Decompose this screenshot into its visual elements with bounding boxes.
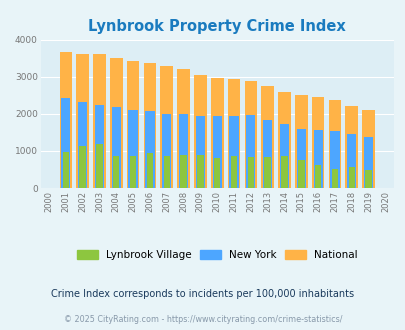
Bar (245, 115, 255, 188)
Bar (111, 107, 121, 188)
Bar (79, 146, 85, 188)
Bar (346, 134, 356, 188)
Bar (130, 156, 136, 188)
Text: © 2025 CityRating.com - https://www.cityrating.com/crime-statistics/: © 2025 CityRating.com - https://www.city… (64, 315, 341, 324)
Text: Crime Index corresponds to incidents per 100,000 inhabitants: Crime Index corresponds to incidents per… (51, 289, 354, 299)
Bar (145, 111, 154, 188)
Bar (213, 158, 220, 188)
Bar (93, 54, 106, 188)
Bar (160, 66, 173, 188)
Bar (78, 102, 87, 188)
Bar (180, 155, 186, 188)
Bar (143, 63, 156, 188)
Bar (348, 167, 354, 188)
Bar (262, 120, 272, 188)
Bar (330, 131, 339, 188)
Bar (314, 165, 320, 188)
Bar (247, 157, 254, 188)
Bar (195, 116, 205, 188)
Bar (194, 75, 206, 188)
Bar (279, 124, 288, 188)
Bar (277, 92, 290, 188)
Bar (76, 54, 89, 188)
Bar (95, 105, 104, 188)
Bar (212, 116, 221, 188)
Bar (62, 152, 69, 188)
Bar (281, 156, 287, 188)
Bar (163, 156, 170, 188)
Bar (261, 86, 273, 188)
Bar (244, 81, 256, 188)
Bar (361, 110, 374, 188)
Bar (61, 98, 70, 188)
Bar (146, 153, 153, 188)
Bar (227, 79, 240, 188)
Bar (179, 114, 188, 188)
Bar (162, 114, 171, 188)
Legend: Lynbrook Village, New York, National: Lynbrook Village, New York, National (73, 247, 360, 263)
Bar (296, 129, 305, 188)
Bar (313, 130, 322, 188)
Bar (128, 110, 137, 188)
Bar (60, 52, 72, 188)
Bar (364, 170, 371, 188)
Bar (328, 100, 341, 188)
Bar (96, 144, 102, 188)
Bar (229, 116, 238, 188)
Bar (113, 156, 119, 188)
Bar (331, 169, 337, 188)
Bar (363, 137, 372, 188)
Bar (230, 156, 237, 188)
Bar (311, 97, 324, 188)
Bar (177, 69, 190, 188)
Bar (210, 78, 223, 188)
Bar (345, 106, 357, 188)
Title: Lynbrook Property Crime Index: Lynbrook Property Crime Index (88, 19, 345, 34)
Bar (297, 160, 304, 188)
Bar (264, 156, 270, 188)
Bar (110, 58, 122, 188)
Bar (294, 95, 307, 188)
Bar (126, 61, 139, 188)
Bar (197, 155, 203, 188)
